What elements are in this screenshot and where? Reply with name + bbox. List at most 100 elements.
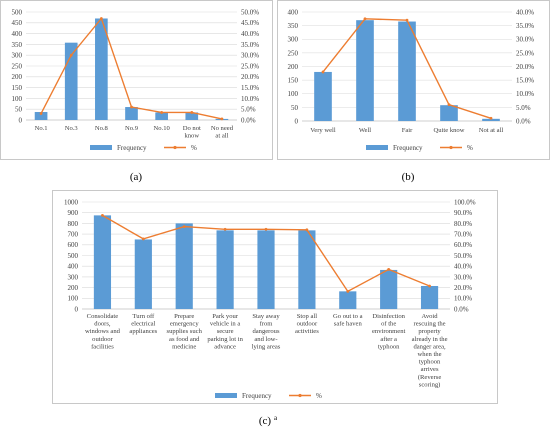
- right-tick-label: 10.0%: [454, 295, 472, 303]
- category-label: Fair: [402, 127, 413, 134]
- category-label: No.9: [125, 125, 139, 132]
- left-tick-label: 0: [295, 117, 299, 125]
- left-tick-label: 300: [12, 52, 23, 60]
- category-label: Go out to a safe haven: [333, 313, 363, 328]
- left-tick-label: 700: [68, 231, 79, 239]
- category-label: Stay away from dangerous and low-lying area…: [252, 313, 281, 350]
- right-tick-label: 100.0%: [454, 198, 476, 206]
- right-tick-label: 70.0%: [454, 231, 472, 239]
- left-tick-label: 800: [68, 220, 79, 228]
- category-label: No.1: [35, 125, 48, 132]
- right-tick-label: 50.0%: [241, 8, 259, 16]
- percent-point: [346, 289, 350, 293]
- right-tick-label: 80.0%: [454, 220, 472, 228]
- bar: [339, 291, 357, 309]
- left-tick-label: 500: [12, 8, 23, 16]
- right-tick-label: 20.0%: [516, 63, 534, 71]
- right-tick-label: 5.0%: [241, 106, 256, 114]
- bar: [420, 285, 439, 309]
- right-tick-label: 90.0%: [454, 209, 472, 217]
- bar: [440, 105, 458, 121]
- chart-panel-1: 0 50 100 150 200 250 300 350 400 450 500 0.0% 5.0% 10…: [0, 0, 273, 160]
- right-tick-label: 10.0%: [241, 95, 259, 103]
- category-label: No.8: [95, 125, 109, 132]
- right-tick-label: 0.0%: [454, 305, 469, 313]
- right-tick-label: 0.0%: [241, 116, 256, 124]
- bar: [298, 230, 316, 309]
- left-tick-label: 400: [12, 30, 23, 38]
- right-tick-label: 10.0%: [516, 90, 534, 98]
- percent-point: [305, 228, 309, 232]
- bar: [185, 112, 199, 120]
- left-tick-label: 150: [12, 84, 23, 92]
- bar: [175, 223, 193, 309]
- bar: [356, 20, 374, 121]
- category-label: Well: [359, 127, 371, 134]
- percent-point: [99, 17, 103, 20]
- left-tick-label: 100: [12, 95, 23, 103]
- percent-point: [160, 111, 164, 114]
- left-tick-label: 1000: [64, 198, 79, 206]
- percent-point: [264, 227, 268, 231]
- legend-marker-percent: [298, 393, 302, 398]
- category-label: No need at all: [211, 125, 234, 140]
- left-tick-label: 200: [68, 284, 79, 292]
- bar: [155, 112, 168, 120]
- legend-swatch-frequency: [90, 145, 112, 150]
- right-tick-label: 25.0%: [516, 49, 534, 57]
- category-label: Consolidate doors, windows and outdoor facil…: [85, 313, 121, 350]
- percent-point: [190, 111, 194, 114]
- legend-label-percent: %: [467, 144, 473, 152]
- bar: [380, 269, 398, 309]
- category-label: No.3: [65, 125, 79, 132]
- left-tick-label: 0: [19, 116, 23, 124]
- panel-label: (a): [130, 171, 143, 183]
- right-tick-label: 20.0%: [241, 73, 259, 81]
- chart-panel-3: 0 100 200 300 400 500 600 700 800 900 1000 0.0% 10.0…: [52, 190, 498, 404]
- left-tick-label: 250: [288, 49, 299, 57]
- right-tick-label: 50.0%: [454, 252, 472, 260]
- bar: [482, 118, 500, 121]
- legend-marker-percent: [173, 145, 177, 150]
- left-tick-label: 350: [288, 22, 299, 30]
- percent-point: [223, 227, 227, 231]
- category-label: Disinfection of the environment after a typh…: [372, 313, 406, 350]
- category-label: No.10: [153, 125, 170, 132]
- panel-label: (c) a: [259, 414, 278, 427]
- left-tick-label: 50: [15, 106, 23, 114]
- bar: [134, 239, 152, 309]
- legend-label-frequency: Frequency: [117, 144, 147, 152]
- category-label: Park your vehicle in a secure parking lot i…: [207, 313, 243, 350]
- left-tick-label: 300: [68, 273, 79, 281]
- category-label: Stop all outdoor activities: [295, 313, 319, 335]
- percent-point: [220, 117, 224, 121]
- percent-point: [405, 18, 409, 22]
- percent-point: [141, 237, 145, 241]
- legend-label-frequency: Frequency: [242, 392, 272, 400]
- category-label: Avoid rescuing the property already in the d…: [412, 313, 448, 388]
- left-tick-label: 350: [12, 41, 23, 49]
- right-tick-label: 45.0%: [241, 19, 259, 27]
- left-tick-label: 200: [12, 73, 23, 81]
- legend-label-frequency: Frequency: [393, 144, 423, 152]
- left-tick-label: 200: [288, 63, 299, 71]
- right-tick-label: 60.0%: [454, 241, 472, 249]
- left-tick-label: 0: [75, 305, 79, 313]
- right-tick-label: 30.0%: [516, 36, 534, 44]
- bar: [125, 107, 138, 120]
- left-tick-label: 50: [291, 104, 299, 112]
- right-tick-label: 15.0%: [516, 77, 534, 85]
- left-tick-label: 150: [288, 77, 299, 85]
- bar: [93, 215, 112, 309]
- percent-point: [39, 112, 43, 115]
- panel-frame: [0, 0, 273, 160]
- percent-point: [363, 17, 367, 21]
- left-tick-label: 500: [68, 252, 79, 260]
- left-tick-label: 250: [12, 62, 23, 70]
- category-label: Very well: [310, 127, 336, 134]
- right-tick-label: 30.0%: [454, 273, 472, 281]
- category-label: Quite know: [434, 127, 465, 134]
- bar: [257, 230, 275, 309]
- percent-point: [69, 53, 73, 57]
- percent-point: [130, 105, 133, 109]
